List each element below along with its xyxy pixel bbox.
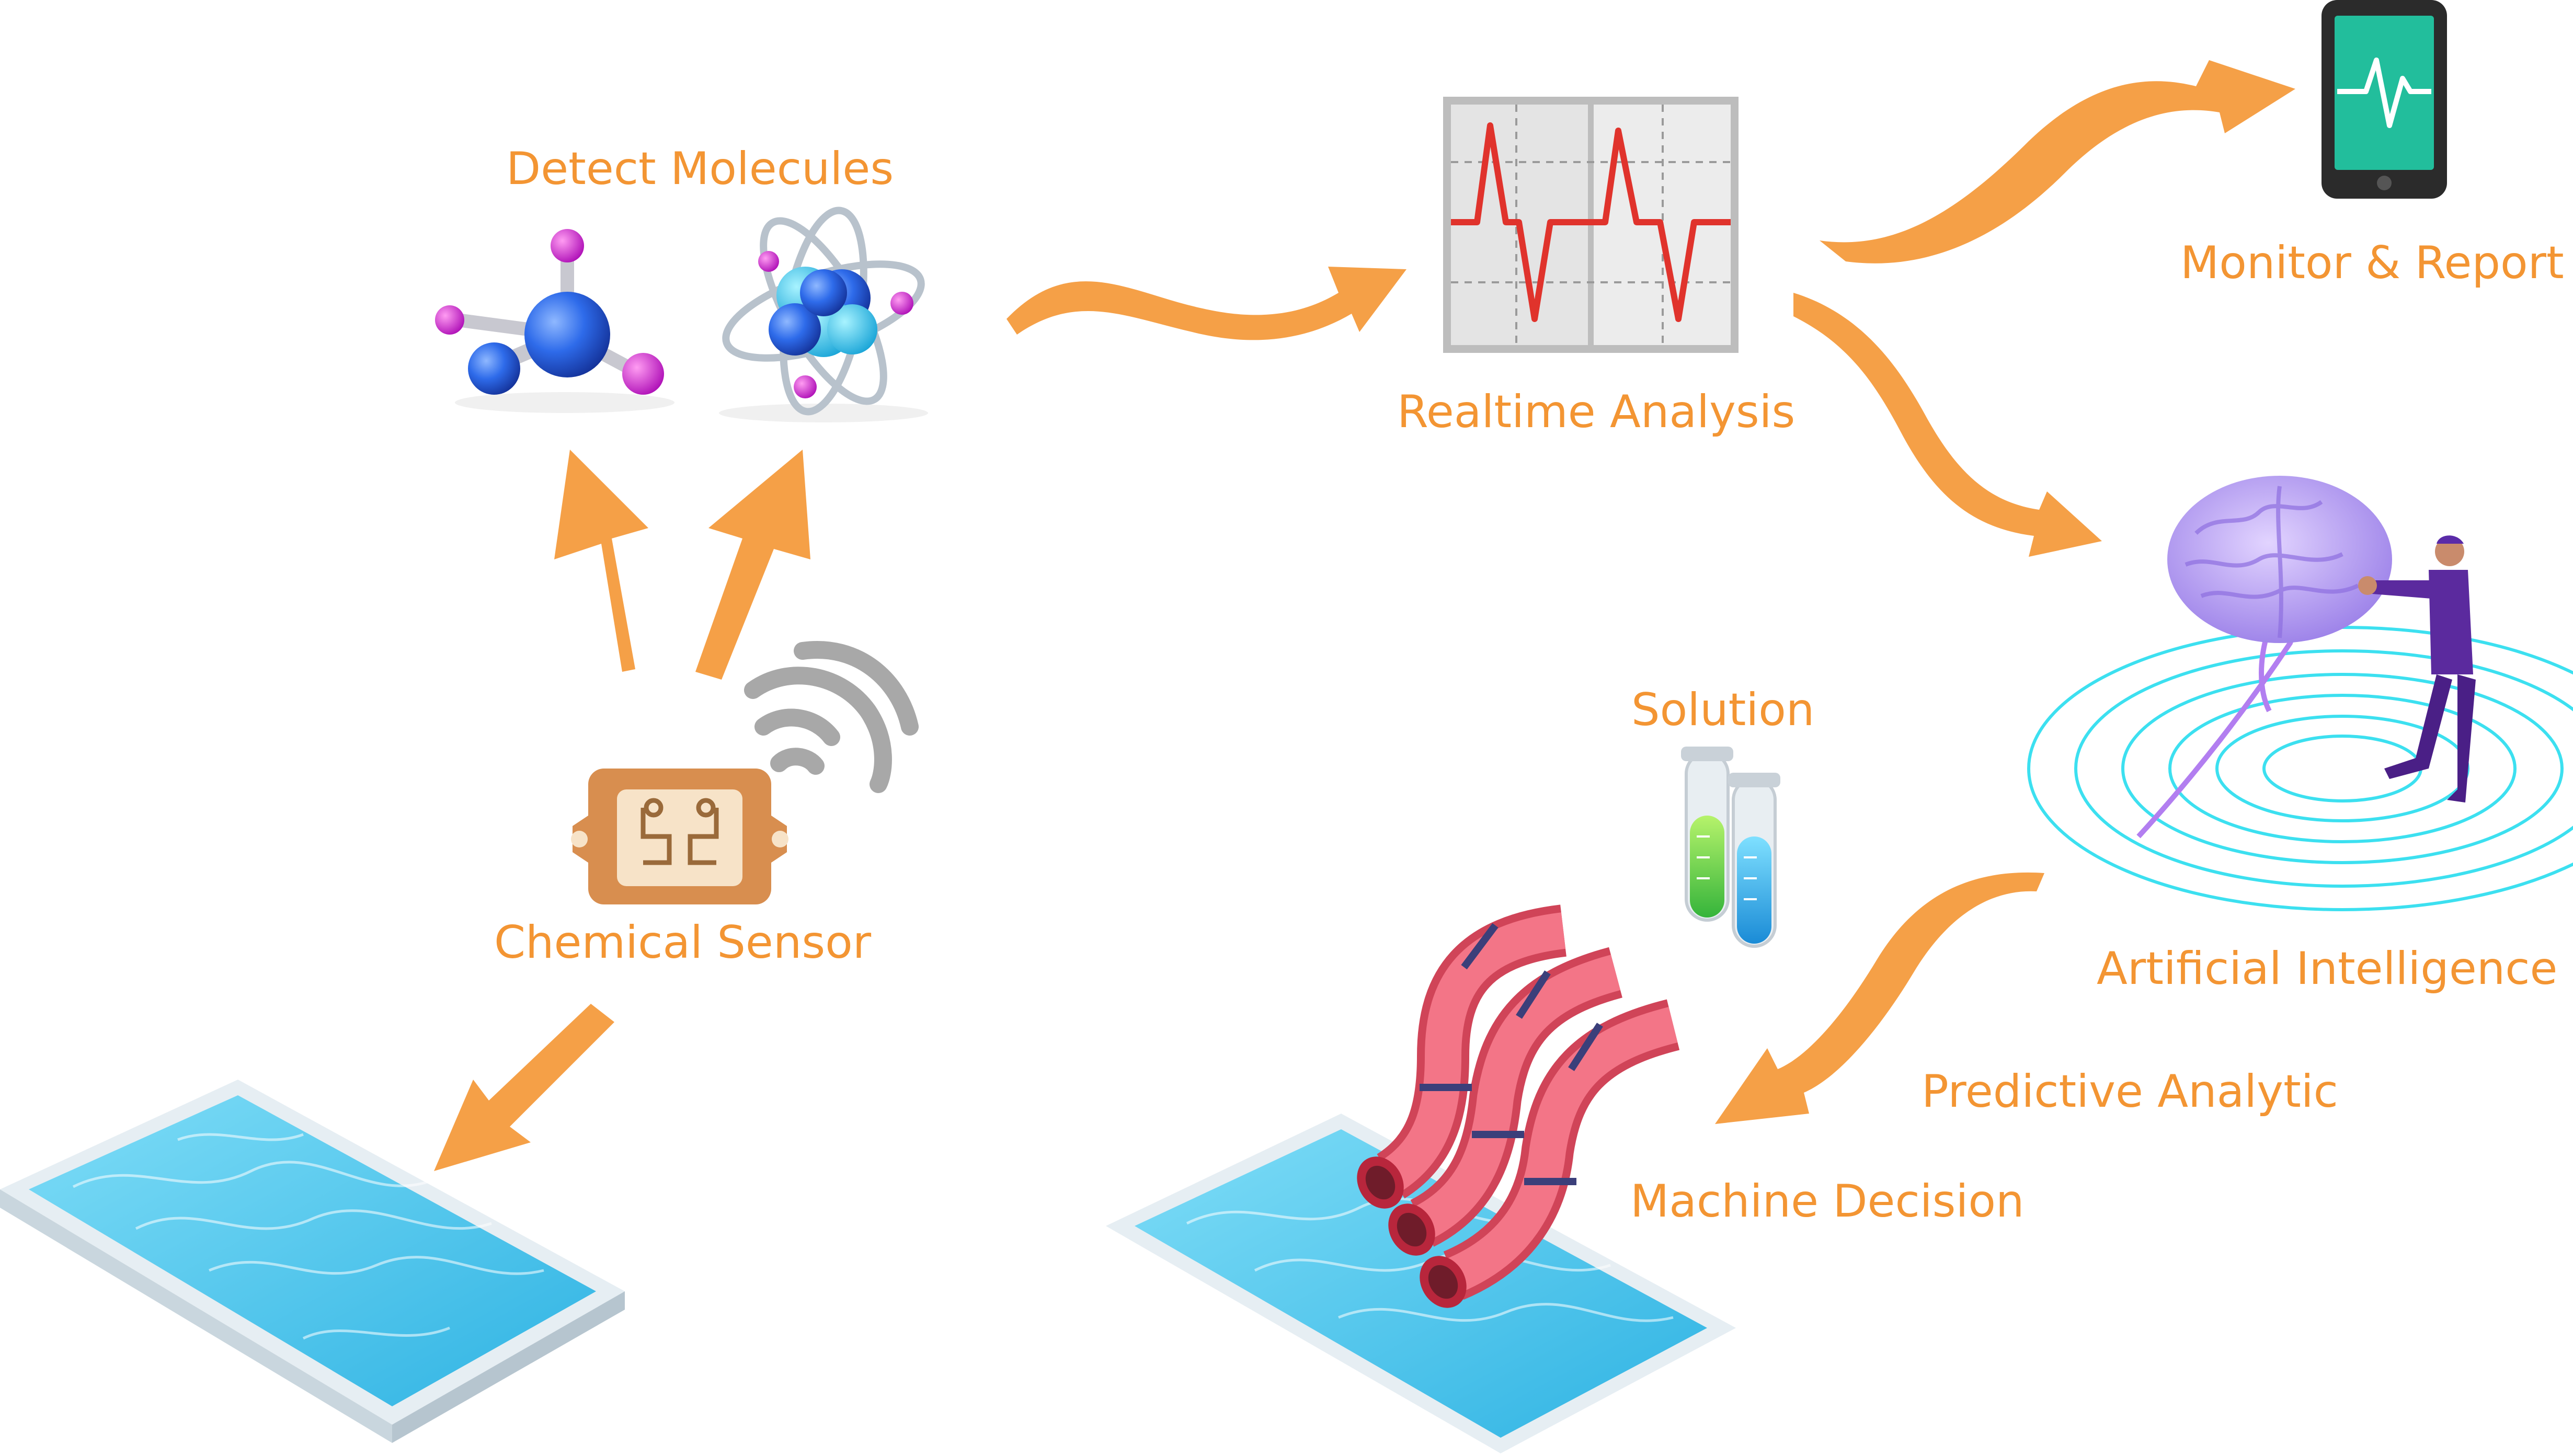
machine-decision-label: Machine Decision bbox=[1630, 1175, 2025, 1228]
brain-ai-icon bbox=[2027, 476, 2573, 911]
atom-icon bbox=[719, 207, 928, 422]
molecule-icon bbox=[435, 229, 674, 413]
arrow-sensor-to-atom bbox=[695, 450, 810, 680]
arrow-analysis-to-ai bbox=[1793, 293, 2102, 557]
arrow-sensor-to-molecule bbox=[554, 450, 648, 672]
arrow-sensor-to-pool bbox=[434, 1004, 614, 1171]
monitor-report-label: Monitor & Report bbox=[2180, 237, 2564, 289]
detect-molecules-label: Detect Molecules bbox=[506, 143, 894, 195]
arrow-molecules-to-analysis bbox=[1007, 267, 1406, 340]
predictive-analytic-label: Predictive Analytic bbox=[1922, 1065, 2338, 1118]
arrow-ai-to-decision bbox=[1715, 872, 2044, 1124]
pipes-icon bbox=[1357, 904, 1680, 1308]
person-figure bbox=[2358, 535, 2476, 802]
artificial-intelligence-label: Artificial Intelligence bbox=[2097, 943, 2558, 995]
water-pool-icon bbox=[0, 1080, 625, 1443]
test-tubes-icon bbox=[1681, 747, 1780, 948]
realtime-analysis-label: Realtime Analysis bbox=[1397, 386, 1796, 438]
arrow-analysis-to-monitor bbox=[1820, 60, 2295, 263]
chemical-sensor-icon bbox=[571, 769, 788, 904]
wireless-signal-icon bbox=[744, 641, 919, 793]
chemical-sensor-label: Chemical Sensor bbox=[494, 916, 872, 969]
arrows bbox=[434, 60, 2295, 1171]
ecg-chart-icon bbox=[1443, 97, 1739, 353]
solution-label: Solution bbox=[1631, 684, 1815, 736]
phone-monitor-icon bbox=[2322, 0, 2447, 199]
